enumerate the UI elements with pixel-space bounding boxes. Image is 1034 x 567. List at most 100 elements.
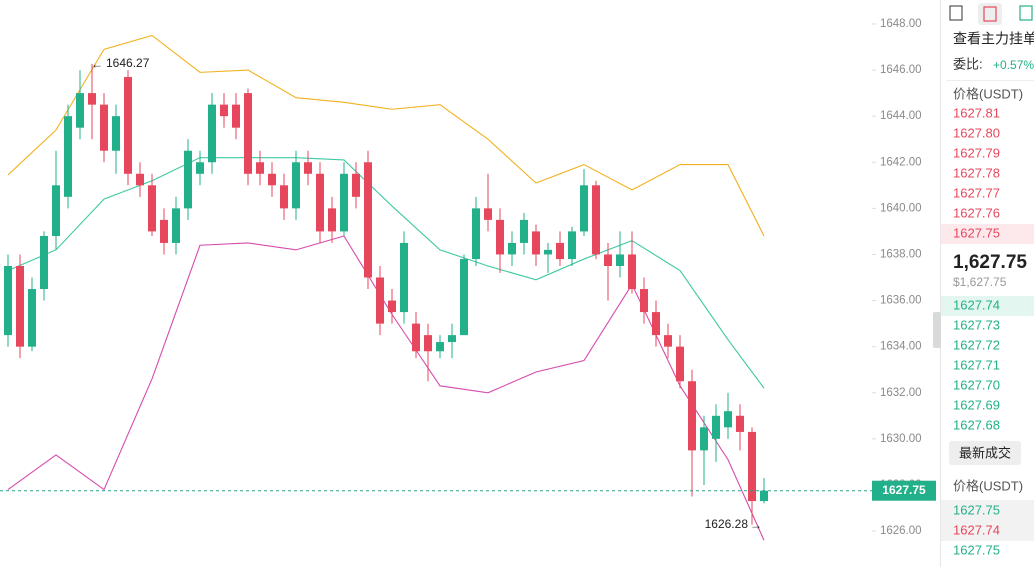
trades-button[interactable] bbox=[949, 441, 1021, 465]
candle-body bbox=[676, 346, 684, 382]
bid-price: 1627.72 bbox=[953, 337, 1000, 352]
price-header: 价格(USDT) bbox=[953, 86, 1023, 101]
y-tick-label: 1648.00 bbox=[880, 18, 922, 30]
ask-price: 1627.77 bbox=[953, 185, 1000, 200]
candle-body bbox=[484, 208, 492, 220]
candle-body bbox=[604, 254, 612, 266]
candle-body bbox=[340, 173, 348, 232]
candle-body bbox=[472, 208, 480, 260]
y-tick-label: 1632.00 bbox=[880, 387, 922, 399]
candle-body bbox=[628, 254, 636, 290]
ratio-label: 委比: bbox=[953, 56, 983, 71]
annotation: 1646.27 bbox=[106, 56, 150, 70]
bid-price: 1627.70 bbox=[953, 377, 1000, 392]
candle-body bbox=[568, 231, 576, 260]
candle-body bbox=[712, 415, 720, 439]
candle-body bbox=[496, 219, 504, 255]
candle-body bbox=[592, 185, 600, 255]
candle-body bbox=[580, 185, 588, 232]
y-tick-label: 1630.00 bbox=[880, 433, 922, 445]
trade-highlight bbox=[941, 500, 1034, 541]
ask-price: 1627.76 bbox=[953, 205, 1000, 220]
y-tick-label: 1646.00 bbox=[880, 64, 922, 76]
collapse-handle[interactable] bbox=[933, 312, 941, 348]
tab-icon[interactable] bbox=[949, 5, 963, 21]
candle-body bbox=[208, 104, 216, 163]
tab-icon[interactable] bbox=[1019, 5, 1033, 21]
y-tick-label: 1644.00 bbox=[880, 110, 922, 122]
candle-body bbox=[268, 173, 276, 186]
y-tick-label: 1638.00 bbox=[880, 248, 922, 260]
last-price-usd: $1,627.75 bbox=[953, 275, 1007, 289]
tab-active[interactable] bbox=[978, 3, 1002, 25]
candle-body bbox=[400, 242, 408, 313]
candle-body bbox=[112, 116, 120, 151]
candle-body bbox=[100, 104, 108, 151]
candle-body bbox=[748, 431, 756, 502]
candle-body bbox=[736, 415, 744, 432]
candle-body bbox=[256, 162, 264, 174]
candle-body bbox=[412, 323, 420, 352]
ask-price: 1627.81 bbox=[953, 105, 1000, 120]
ask-price: 1627.79 bbox=[953, 145, 1000, 160]
candle-body bbox=[28, 289, 36, 347]
candle-body bbox=[196, 162, 204, 174]
candle-body bbox=[724, 411, 732, 428]
trades-button-label[interactable]: 最新成交 bbox=[959, 445, 1011, 460]
candle-body bbox=[640, 289, 648, 313]
tab-icon bbox=[983, 6, 997, 22]
bid-price: 1627.73 bbox=[953, 317, 1000, 332]
candle-body bbox=[16, 265, 24, 347]
candle-body bbox=[616, 254, 624, 266]
candle-body bbox=[52, 185, 60, 237]
candle-body bbox=[280, 185, 288, 209]
candle-body bbox=[664, 335, 672, 347]
candle-body bbox=[220, 104, 228, 117]
last-price: 1,627.75 bbox=[953, 252, 1027, 273]
annotation-arrow: → bbox=[750, 518, 762, 532]
last-price-tag bbox=[872, 480, 936, 501]
candle-body bbox=[304, 162, 312, 174]
y-tick-label: 1640.00 bbox=[880, 202, 922, 214]
candle-body bbox=[352, 173, 360, 197]
bid-price: 1627.71 bbox=[953, 357, 1000, 372]
ratio-value: +0.57% bbox=[993, 58, 1034, 72]
candle-body bbox=[124, 76, 132, 174]
panel-title[interactable]: 查看主力挂单 bbox=[953, 31, 1034, 47]
trades-header: 价格(USDT) bbox=[953, 478, 1023, 493]
panel-divider bbox=[940, 0, 941, 567]
annotation-arrow: ← bbox=[91, 57, 103, 71]
candle-body bbox=[424, 335, 432, 352]
candle-body bbox=[520, 219, 528, 243]
candle-body bbox=[652, 312, 660, 336]
candle-body bbox=[64, 116, 72, 197]
candle-body bbox=[184, 150, 192, 209]
candle-body bbox=[508, 242, 516, 255]
y-tick-label: 1634.00 bbox=[880, 341, 922, 353]
candle-body bbox=[688, 381, 696, 451]
y-tick-label: 1642.00 bbox=[880, 156, 922, 168]
last-price-label: 1627.75 bbox=[882, 483, 926, 497]
y-tick-label: 1626.00 bbox=[880, 525, 922, 537]
ask-price: 1627.78 bbox=[953, 165, 1000, 180]
annotation: 1626.28 bbox=[705, 517, 749, 531]
candle-body bbox=[448, 335, 456, 343]
candle-body bbox=[148, 185, 156, 232]
candle-body bbox=[700, 427, 708, 451]
trade-price: 1627.74 bbox=[953, 522, 1000, 537]
candle-body bbox=[172, 208, 180, 243]
candle-body bbox=[376, 277, 384, 324]
candle-body bbox=[40, 236, 48, 290]
candle-body bbox=[436, 342, 444, 352]
candle-body bbox=[244, 93, 252, 174]
candle-body bbox=[760, 490, 768, 502]
ask-price: 1627.75 bbox=[953, 225, 1000, 240]
ask-price: 1627.80 bbox=[953, 125, 1000, 140]
candle-body bbox=[88, 93, 96, 105]
candle-body bbox=[160, 219, 168, 243]
candle-body bbox=[388, 300, 396, 313]
separator bbox=[946, 80, 1034, 81]
band-line bbox=[7, 235, 765, 541]
candle-body bbox=[76, 93, 84, 128]
band-line bbox=[7, 157, 765, 389]
